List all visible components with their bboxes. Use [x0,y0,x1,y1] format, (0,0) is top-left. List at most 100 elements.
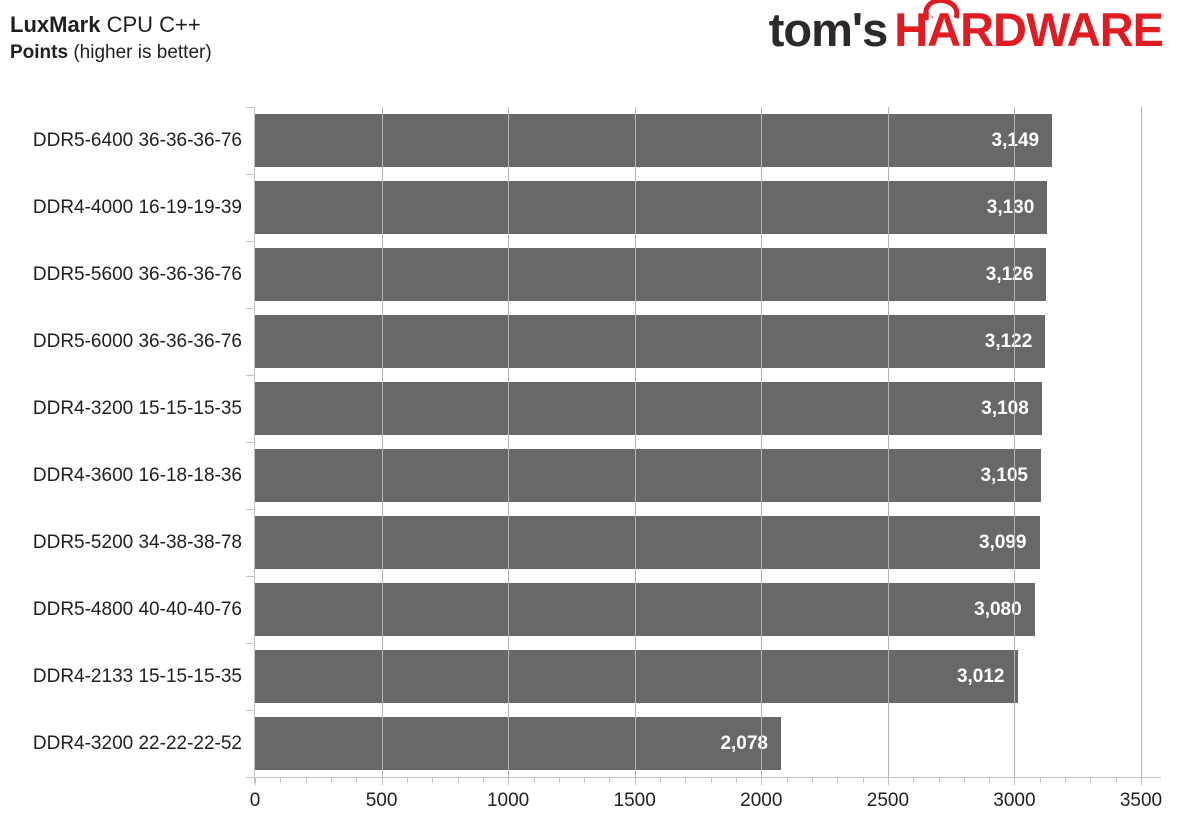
x-axis-major-tick [887,778,889,785]
x-axis-minor-tick [811,778,813,783]
bar: 3,105 [255,449,1041,502]
chart-subtitle-unit: Points [10,42,69,63]
y-axis-tick [246,509,254,510]
logo-hardware-text: HARDWARE [894,0,1164,56]
x-axis-minor-tick [1115,778,1117,783]
x-axis-minor-tick [330,778,332,783]
x-tick-label: 500 [365,790,398,811]
y-axis-tick [246,107,254,108]
x-tick-label: 1500 [613,790,656,811]
x-axis-minor-tick [989,778,991,783]
y-axis-tick [246,241,254,242]
x-axis-minor-tick [356,778,358,783]
gridline [887,107,889,777]
category-label: DDR4-3600 16-18-18-36 [32,464,242,486]
y-axis-line [254,107,255,783]
bar: 3,108 [255,382,1042,435]
logo-hardware-word: HARDWARE [894,3,1164,56]
x-axis-minor-tick [710,778,712,783]
x-axis-minor-tick [862,778,864,783]
category-label: DDR5-6400 36-36-36-76 [32,129,242,151]
bar-value-label: 3,130 [986,196,1035,218]
x-axis-minor-tick [558,778,560,783]
x-axis-minor-tick [457,778,459,783]
bar-value-label: 3,122 [984,330,1033,352]
x-axis-minor-tick [837,778,839,783]
category-label: DDR4-2133 15-15-15-35 [32,665,242,687]
chart-title-suffix: CPU C++ [100,12,201,37]
x-axis-major-tick [761,778,763,785]
x-axis-minor-tick [938,778,940,783]
x-tick-label: 1000 [486,790,530,811]
y-axis-tick [246,442,254,443]
category-label: DDR5-5600 36-36-36-76 [32,263,242,285]
chart-title-benchmark: LuxMark [10,12,101,37]
bar-chart: DDR5-6400 36-36-36-76 DDR4-4000 16-19-19-… [0,107,1179,833]
x-axis-minor-tick [913,778,915,783]
category-label: DDR5-6000 36-36-36-76 [32,330,242,352]
x-axis-minor-tick [584,778,586,783]
category-label: DDR5-5200 34-38-38-78 [32,531,242,553]
gridline [381,107,383,777]
x-axis-minor-tick [736,778,737,783]
x-axis-minor-tick [482,778,484,783]
bar-value-label: 3,105 [980,464,1028,486]
y-axis-tick [246,576,254,577]
y-axis-tick [246,643,254,644]
logo-toms-text: tom's [768,3,888,56]
y-axis-tick [246,174,254,175]
bar-value-label: 3,108 [981,397,1029,419]
gridline [634,107,636,777]
gridline [508,107,510,777]
x-axis-major-tick [255,778,256,785]
toms-hardware-logo: tom's HARDWARE [768,0,1164,56]
plot-area: 3,149 3,130 3,126 3,122 3,108 3,105 3,099 3,080… [246,107,1162,811]
x-axis-minor-tick [685,778,687,783]
category-label: DDR5-4800 40-40-40-76 [32,598,242,620]
bar-value-label: 3,099 [978,531,1027,553]
x-axis-minor-tick [432,778,434,783]
x-axis-minor-tick [1065,778,1067,783]
y-axis-tick [246,375,254,376]
x-axis-minor-tick [963,778,965,783]
chart-title: LuxMark CPU C++ [10,10,212,40]
x-axis-major-tick [508,778,510,785]
x-axis-minor-tick [1039,778,1041,783]
bar: 3,099 [255,516,1040,569]
x-axis-major-tick [1141,778,1142,785]
bar-value-label: 3,012 [956,665,1005,687]
x-axis-minor-tick [609,778,611,783]
gridline [761,107,763,777]
bar-value-label: 3,126 [985,263,1034,285]
x-axis-line [246,777,1161,778]
bar: 3,122 [255,315,1046,368]
bar: 3,012 [255,650,1018,703]
x-axis-minor-tick [280,778,282,783]
category-label: DDR4-3200 22-22-22-52 [32,732,242,754]
bar: 3,130 [255,181,1048,234]
y-axis-tick [246,308,254,309]
x-tick-label: 0 [249,790,261,811]
x-axis-minor-tick [406,778,408,783]
chart-title-block: LuxMark CPU C++ Points (higher is better… [10,10,212,66]
bar-value-label: 2,078 [720,732,768,754]
chart-subtitle-note: (higher is better) [68,42,212,63]
gridline [1141,107,1142,777]
x-axis-major-tick [381,778,383,785]
x-axis-minor-tick [533,778,535,783]
bar: 3,126 [255,248,1047,301]
x-axis-minor-tick [786,778,788,783]
bar: 2,078 [255,717,781,770]
chart-subtitle: Points (higher is better) [10,40,212,66]
x-axis-minor-tick [305,778,307,783]
x-axis-minor-tick [1090,778,1092,783]
gridline [1014,107,1016,777]
x-tick-label: 2500 [866,790,910,811]
x-axis-minor-tick [660,778,661,783]
bar-value-label: 3,080 [974,598,1022,620]
x-axis-major-tick [634,778,636,785]
category-label: DDR4-3200 15-15-15-35 [32,397,242,419]
x-tick-label: 3000 [993,790,1036,811]
x-tick-label: 2000 [740,790,783,811]
y-axis-tick [246,710,254,711]
